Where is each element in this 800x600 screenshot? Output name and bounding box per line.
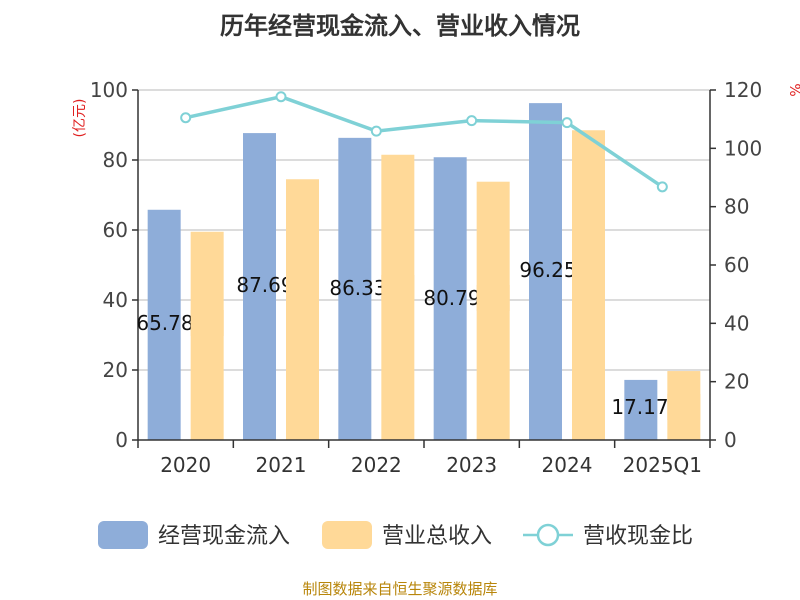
ratio-point-2022 <box>370 125 382 137</box>
bar-cash-inflow-2020 <box>147 209 181 440</box>
x-axis-label-2022: 2022 <box>351 453 402 477</box>
legend-label-cash-inflow: 经营现金流入 <box>158 524 290 549</box>
ratio-point-2020 <box>180 112 192 124</box>
chart-title: 历年经营现金流入、营业收入情况 <box>220 12 580 40</box>
right-axis-tick-label: 40 <box>724 311 749 335</box>
x-axis-label-2023: 2023 <box>446 453 497 477</box>
left-axis-tick-label: 100 <box>90 78 128 102</box>
bar-revenue-overlap-2021 <box>286 272 319 298</box>
bar-cash-inflow-2021 <box>243 133 276 440</box>
right-axis-tick-label: 60 <box>724 253 749 277</box>
bar-revenue-2024 <box>572 130 605 440</box>
bar-revenue-overlap-2024 <box>572 257 605 283</box>
bar-cash-inflow-2024 <box>529 103 562 440</box>
bar-cash-inflow-2025Q1 <box>624 379 658 440</box>
legend-label-revenue: 营业总收入 <box>382 524 492 549</box>
ratio-point-2021 <box>275 91 287 103</box>
bar-revenue-overlap-2020 <box>190 310 224 336</box>
data-label-cash-inflow-2021: 87.69 <box>236 273 293 297</box>
bar-revenue-overlap-2025Q1 <box>667 394 701 420</box>
x-axis-label-2020: 2020 <box>160 453 211 477</box>
bar-revenue-overlap-2023 <box>476 285 510 311</box>
legend-swatch-cash-inflow[interactable] <box>98 521 148 549</box>
left-axis-unit: (亿元) <box>72 99 88 138</box>
ratio-point-2024 <box>561 117 573 129</box>
left-axis-tick-label: 60 <box>103 218 128 242</box>
right-axis-unit: % <box>786 83 800 96</box>
left-axis-tick-label: 80 <box>103 148 128 172</box>
data-label-cash-inflow-2025Q1: 17.17 <box>611 395 668 419</box>
data-label-cash-inflow-2024: 96.25 <box>519 258 576 282</box>
x-axis-label-2024: 2024 <box>542 453 593 477</box>
bar-cash-inflow-2023 <box>433 157 467 441</box>
right-axis-tick-label: 120 <box>724 78 762 102</box>
ratio-line <box>185 94 664 189</box>
data-label-cash-inflow-2022: 86.33 <box>329 276 386 300</box>
bar-cash-inflow-2022 <box>338 137 372 440</box>
ratio-point-2023 <box>466 115 478 127</box>
right-axis-tick-label: 20 <box>724 370 749 394</box>
right-axis-tick-label: 100 <box>724 136 762 160</box>
x-axis-label-2021: 2021 <box>256 453 307 477</box>
x-axis-label-2025Q1: 2025Q1 <box>623 453 702 477</box>
left-axis-tick-label: 20 <box>103 358 128 382</box>
data-label-cash-inflow-2020: 65.78 <box>136 311 193 335</box>
left-axis-tick-label: 40 <box>103 288 128 312</box>
legend-swatch-revenue[interactable] <box>322 521 372 549</box>
legend-swatch-ratio-marker[interactable] <box>536 523 560 547</box>
bar-revenue-overlap-2022 <box>381 275 415 301</box>
bar-revenue-2021 <box>286 179 319 440</box>
data-source-note: 制图数据来自恒生聚源数据库 <box>302 580 498 598</box>
left-axis-tick-label: 0 <box>115 428 128 452</box>
right-axis-tick-label: 80 <box>724 195 749 219</box>
right-axis-tick-label: 0 <box>724 428 737 452</box>
legend-label-ratio: 营收现金比 <box>583 524 693 549</box>
data-label-cash-inflow-2023: 80.79 <box>423 286 480 310</box>
ratio-point-2025Q1 <box>656 181 668 193</box>
